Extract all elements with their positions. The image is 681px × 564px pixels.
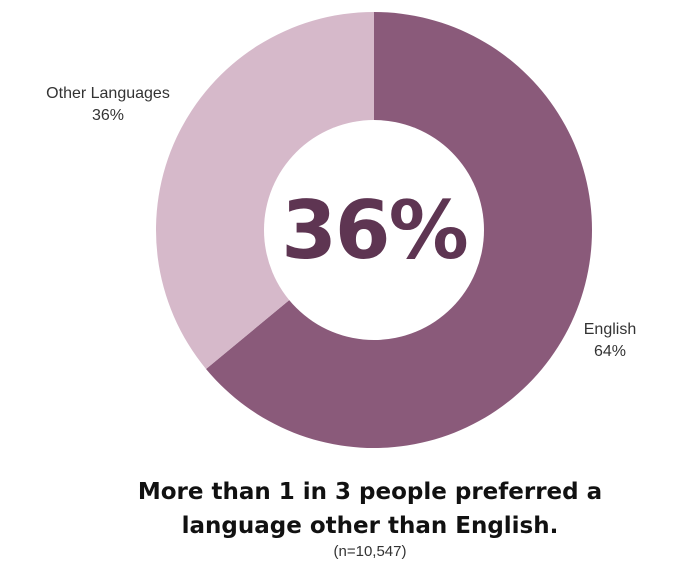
donut-hole [264, 120, 484, 340]
chart-caption: More than 1 in 3 people preferred a lang… [40, 475, 681, 543]
slice-other-languages [156, 11, 374, 369]
slice-label-english: English [584, 321, 636, 338]
caption-line-1: More than 1 in 3 people preferred a [137, 479, 603, 505]
slice-label-other-languages: Other Languages [46, 85, 170, 102]
donut-chart: 36% English 64% Other Languages 36% [46, 11, 636, 449]
slice-value-english: 64% [594, 343, 626, 360]
caption-line-2: language other than English. [181, 513, 559, 539]
sample-size: (n=10,547) [333, 543, 407, 560]
center-percentage: 36% [281, 184, 466, 277]
slice-value-other-languages: 36% [92, 107, 124, 124]
